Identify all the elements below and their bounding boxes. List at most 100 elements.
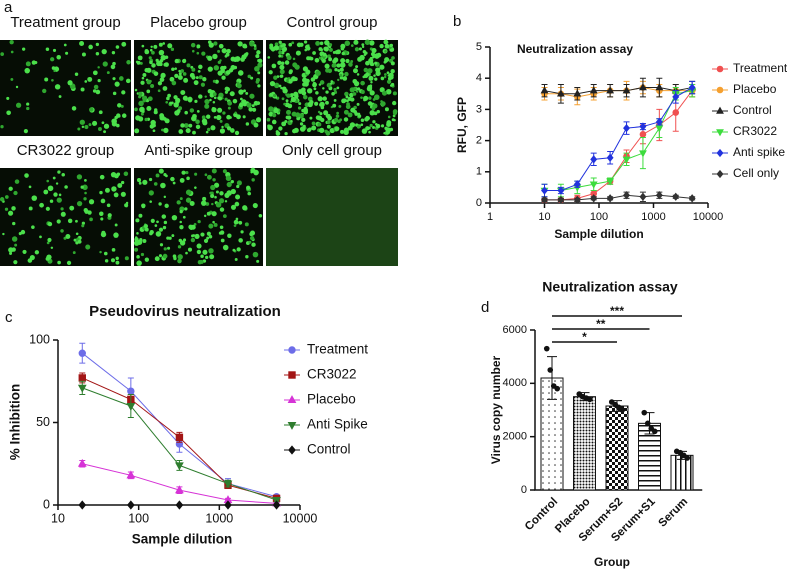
cell (160, 72, 166, 78)
cell (99, 250, 102, 254)
cell (179, 240, 186, 246)
cell (178, 72, 182, 76)
cell (162, 42, 166, 45)
cell (245, 255, 249, 259)
marker (127, 387, 135, 395)
cell (330, 80, 334, 83)
cell (67, 218, 73, 224)
cell (123, 171, 129, 176)
cell (112, 61, 116, 66)
marker (287, 421, 297, 430)
cell (343, 109, 349, 115)
cell (4, 207, 9, 211)
cell (280, 54, 284, 58)
cell (194, 233, 200, 240)
marker (288, 445, 296, 455)
cell (125, 201, 129, 205)
cell (174, 110, 180, 116)
cell (324, 39, 330, 46)
cell (392, 114, 396, 118)
cell (279, 69, 285, 75)
micrograph-label: Treatment group (10, 14, 120, 31)
cell (110, 64, 116, 70)
cell (121, 41, 127, 47)
cell (194, 172, 198, 176)
cell (13, 260, 18, 265)
marker (622, 156, 631, 164)
cell (351, 123, 355, 127)
cell (282, 43, 286, 47)
cell (64, 185, 68, 189)
cell (372, 120, 376, 124)
cell (356, 102, 360, 106)
cell (354, 47, 360, 52)
cell (99, 190, 103, 195)
marker (622, 86, 631, 94)
cell (101, 48, 107, 55)
cell (242, 115, 246, 119)
cell (163, 62, 168, 67)
cell (238, 102, 244, 108)
cell (256, 50, 261, 55)
cell (47, 221, 53, 227)
cell (287, 103, 293, 109)
cell (139, 106, 145, 113)
cell (369, 123, 373, 128)
cell (312, 82, 317, 88)
cell (148, 177, 153, 182)
cell (52, 176, 56, 180)
marker (540, 86, 549, 94)
cell (273, 45, 280, 51)
cell (273, 82, 280, 89)
cell (140, 252, 145, 257)
cell (254, 65, 260, 72)
cell (384, 50, 387, 53)
y-tick-label: 6000 (503, 324, 527, 336)
cell (229, 116, 232, 119)
cell (210, 193, 215, 199)
cell (355, 65, 359, 69)
cell (11, 247, 16, 252)
cell (31, 60, 37, 65)
cell (380, 76, 385, 81)
cell (103, 130, 107, 134)
cell (4, 195, 9, 199)
cell (200, 200, 207, 206)
cell (182, 95, 188, 101)
cell (49, 199, 54, 203)
cell (366, 86, 373, 92)
cell (87, 76, 93, 82)
cell (237, 70, 244, 76)
cell (179, 177, 185, 183)
cell (240, 57, 245, 62)
cell (339, 62, 346, 68)
cell (352, 92, 357, 96)
x-tick-label: 10 (538, 211, 550, 223)
cell (140, 112, 144, 116)
cell (342, 98, 347, 103)
cell (114, 223, 118, 227)
marker (655, 117, 663, 127)
cell (349, 92, 354, 98)
cell (361, 45, 365, 49)
cell (185, 128, 191, 134)
cell (317, 122, 322, 127)
cell (319, 103, 323, 107)
cell (89, 217, 93, 222)
cell (291, 41, 295, 45)
cell (188, 123, 193, 128)
cell (211, 106, 215, 110)
cell (277, 60, 282, 66)
cell (205, 114, 211, 119)
y-tick-label: 0 (43, 497, 50, 511)
cell (216, 114, 222, 121)
cell (250, 76, 254, 80)
cell (230, 179, 234, 184)
marker (557, 195, 565, 205)
cell (66, 260, 72, 265)
cell (47, 237, 52, 243)
cell (223, 65, 227, 70)
cell (251, 242, 256, 247)
cell (350, 107, 356, 113)
cell (219, 225, 224, 230)
